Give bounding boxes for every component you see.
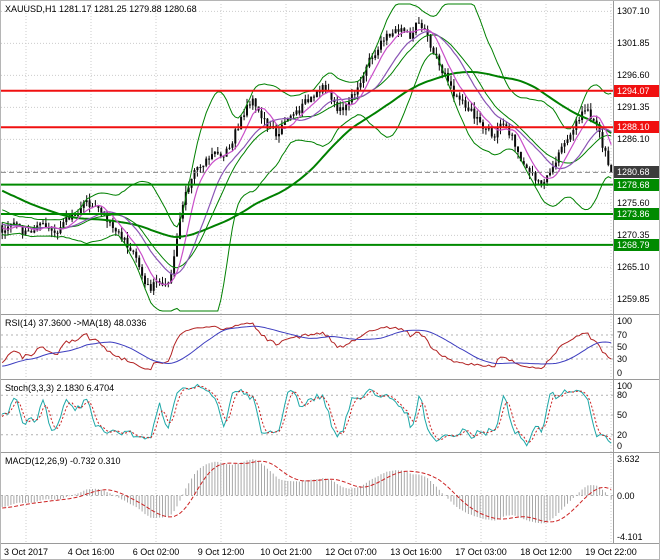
price-level-tag-support: 1278.68 <box>614 179 659 191</box>
time-axis-label: 4 Oct 16:00 <box>67 547 115 557</box>
rsi-label: RSI(14) 37.3600 ->MA(18) 48.0336 <box>5 318 147 328</box>
price-level-tag-support: 1268.79 <box>614 239 659 251</box>
macd-panel[interactable] <box>1 453 613 543</box>
time-axis-label: 10 Oct 21:00 <box>260 547 312 557</box>
stochastic-label: Stoch(3,3,3) 2.1830 6.4704 <box>5 383 115 393</box>
price-axis-label: 1259.85 <box>617 294 650 304</box>
price-level-tag-resistance: 1294.07 <box>614 85 659 97</box>
price-level-tag-resistance: 1288.10 <box>614 121 659 133</box>
time-axis-label: 19 Oct 22:00 <box>585 547 637 557</box>
price-axis-label: 1291.35 <box>617 102 650 112</box>
time-axis-label: 17 Oct 03:00 <box>455 547 507 557</box>
time-axis-label: 9 Oct 12:00 <box>197 547 245 557</box>
chart-title: XAUUSD,H1 1281.17 1281.25 1279.88 1280.6… <box>5 4 197 14</box>
main-chart-panel[interactable] <box>1 1 613 314</box>
macd-axis-label: -4.101 <box>617 532 643 542</box>
stoch-axis-label: 80 <box>617 390 628 400</box>
time-axis-label: 12 Oct 07:00 <box>325 547 377 557</box>
macd-axis-label: 0.00 <box>617 491 635 501</box>
macd-label: MACD(12,26,9) -0.732 0.310 <box>5 456 121 466</box>
rsi-axis-label: 0 <box>617 368 623 378</box>
price-level-tag-support: 1273.86 <box>614 208 659 220</box>
time-axis-label: 6 Oct 02:00 <box>132 547 180 557</box>
time-axis-label: 13 Oct 16:00 <box>390 547 442 557</box>
macd-axis-label: 3.632 <box>617 454 640 464</box>
price-axis-label: 1265.10 <box>617 262 650 272</box>
stoch-axis-label: 0 <box>617 441 623 451</box>
price-axis-label: 1307.10 <box>617 6 650 16</box>
rsi-axis-label: 50 <box>617 342 628 352</box>
time-axis-label: 3 Oct 2017 <box>3 547 49 557</box>
time-axis-label: 18 Oct 12:00 <box>520 547 572 557</box>
stoch-axis-label: 50 <box>617 410 628 420</box>
stoch-axis-label: 100 <box>617 381 633 391</box>
price-axis-label: 1301.85 <box>617 38 650 48</box>
rsi-axis-label: 70 <box>617 330 628 340</box>
stoch-axis-label: 20 <box>617 430 628 440</box>
rsi-axis-label: 30 <box>617 354 628 364</box>
rsi-axis-label: 100 <box>617 316 633 326</box>
price-axis-label: 1286.10 <box>617 134 650 144</box>
price-level-tag-current-price: 1280.68 <box>614 166 659 178</box>
price-axis-label: 1270.35 <box>617 230 650 240</box>
price-axis-label: 1296.60 <box>617 70 650 80</box>
price-axis-label: 1275.60 <box>617 198 650 208</box>
